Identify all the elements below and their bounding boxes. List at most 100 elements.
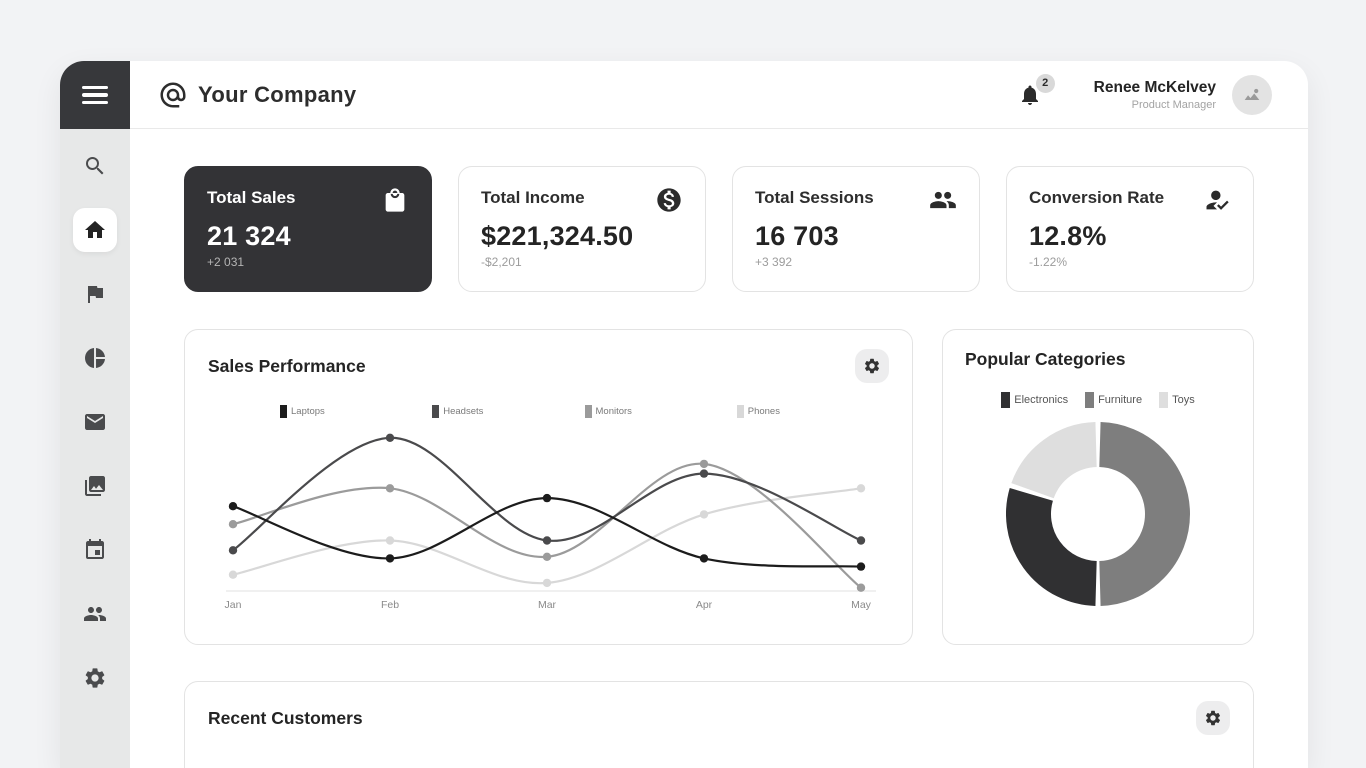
company-name: Your Company	[198, 81, 357, 107]
legend-item-phones: Phones	[736, 405, 889, 418]
sidebar-nav	[60, 129, 130, 720]
stat-title: Total Sales	[207, 188, 296, 207]
stat-card-conversion-rate[interactable]: Conversion Rate 12.8% -1.22%	[1006, 166, 1254, 292]
popular-categories-title: Popular Categories	[965, 349, 1126, 369]
legend-swatch	[736, 405, 744, 418]
line-chart-legend: Laptops Headsets Monitors Phones	[208, 405, 889, 418]
gear-icon	[864, 358, 880, 374]
legend-item-monitors: Monitors	[584, 405, 737, 418]
sales-performance-panel: Sales Performance Laptops Headsets Monitor…	[184, 329, 913, 645]
legend-item-laptops: Laptops	[280, 405, 432, 418]
legend-label: Toys	[1172, 394, 1195, 406]
people-icon	[930, 191, 956, 209]
user-meta: Renee McKelvey Product Manager	[1094, 79, 1216, 111]
avatar[interactable]	[1232, 74, 1272, 115]
recent-customers-title: Recent Customers	[208, 707, 363, 728]
stat-delta: +3 392	[755, 255, 793, 269]
legend-label: Phones	[747, 406, 780, 417]
legend-label: Furniture	[1098, 394, 1143, 406]
person-check-icon	[1206, 190, 1229, 210]
stat-card-total-sales[interactable]: Total Sales 21 324 +2 031	[184, 166, 432, 292]
stat-title: Total Sessions	[755, 188, 874, 207]
sidebar-item-customers[interactable]	[73, 592, 117, 636]
stat-value: $221,324.50	[481, 221, 634, 251]
sidebar-item-flags[interactable]	[73, 272, 117, 316]
legend-item-toys: Toys	[1159, 392, 1195, 408]
x-axis-label: Apr	[696, 599, 713, 611]
sales-performance-title: Sales Performance	[208, 355, 366, 376]
recent-customers-panel: Recent Customers	[184, 681, 1254, 768]
x-axis-label: Jan	[225, 599, 242, 611]
bell-icon	[1021, 85, 1038, 105]
stat-value: 12.8%	[1029, 221, 1107, 251]
x-axis-label: May	[851, 599, 872, 611]
legend-label: Laptops	[291, 406, 325, 417]
top-header: Your Company 2 Renee McKelvey Product Ma…	[130, 61, 1308, 129]
legend-label: Monitors	[595, 406, 632, 417]
gear-icon	[85, 668, 105, 688]
sidebar-item-home[interactable]	[73, 208, 117, 252]
menu-button[interactable]	[60, 61, 130, 129]
legend-swatch	[1159, 392, 1169, 408]
sidebar-item-calendar[interactable]	[73, 528, 117, 572]
stat-delta: -1.22%	[1029, 255, 1068, 269]
shopping-bag-icon	[385, 188, 405, 212]
calendar-icon	[86, 539, 104, 559]
stat-delta: -$2,201	[481, 255, 522, 269]
stat-card-total-sessions[interactable]: Total Sessions 16 703 +3 392	[732, 166, 980, 292]
sales-line-chart: Jan Feb Mar Apr May	[225, 433, 876, 611]
photo-library-icon	[85, 476, 105, 496]
legend-label: Electronics	[1014, 394, 1069, 406]
people-icon	[84, 607, 106, 621]
donut-slice-toys	[1011, 422, 1098, 500]
legend-swatch	[1085, 392, 1095, 408]
sidebar-item-analytics[interactable]	[73, 336, 117, 380]
at-icon	[160, 82, 186, 107]
stat-title: Total Income	[481, 188, 585, 207]
legend-swatch	[1001, 392, 1011, 408]
categories-donut-chart	[1006, 422, 1190, 606]
search-icon	[86, 157, 104, 175]
user-role: Product Manager	[1131, 98, 1216, 111]
flag-icon	[88, 286, 103, 303]
stat-title: Conversion Rate	[1029, 188, 1165, 207]
pie-chart-icon	[85, 348, 105, 368]
stats-row: Total Sales 21 324 +2 031 Total Income $…	[184, 166, 1254, 292]
notifications-button[interactable]: 2	[1018, 73, 1055, 107]
image-icon	[1244, 88, 1260, 100]
legend-swatch	[432, 405, 440, 418]
stat-value: 16 703	[755, 221, 839, 251]
donut-chart-legend: Electronics Furniture Toys	[965, 392, 1231, 408]
stat-delta: +2 031	[207, 255, 245, 269]
main: Total Sales 21 324 +2 031 Total Income $…	[130, 129, 1308, 768]
content-area: Your Company 2 Renee McKelvey Product Ma…	[130, 61, 1308, 768]
sidebar	[60, 61, 130, 768]
stat-card-total-income[interactable]: Total Income $221,324.50 -$2,201	[458, 166, 706, 292]
menu-icon	[82, 86, 108, 90]
home-icon	[85, 221, 105, 238]
x-axis-label: Feb	[381, 599, 399, 611]
legend-swatch	[280, 405, 287, 418]
notifications-badge: 2	[1035, 73, 1055, 93]
gear-icon	[1205, 710, 1221, 726]
app-window: Your Company 2 Renee McKelvey Product Ma…	[60, 61, 1308, 768]
legend-item-furniture: Furniture	[1085, 392, 1142, 408]
sidebar-item-search[interactable]	[73, 144, 117, 188]
dollar-circle-icon	[657, 188, 681, 212]
sales-settings-button[interactable]	[855, 349, 889, 383]
charts-row: Sales Performance Laptops Headsets Monitor…	[184, 329, 1254, 645]
x-axis-label: Mar	[538, 599, 557, 611]
sidebar-item-mail[interactable]	[73, 400, 117, 444]
user-name: Renee McKelvey	[1093, 78, 1216, 96]
sidebar-item-gallery[interactable]	[73, 464, 117, 508]
mail-icon	[85, 414, 105, 430]
brand: Your Company	[158, 80, 356, 110]
legend-item-electronics: Electronics	[1001, 392, 1068, 408]
recent-customers-settings-button[interactable]	[1196, 701, 1230, 735]
donut-slice-electronics	[1006, 488, 1098, 606]
donut-slice-furniture	[1098, 422, 1190, 606]
sidebar-item-settings[interactable]	[73, 656, 117, 700]
legend-label: Headsets	[443, 406, 484, 417]
header-right: 2 Renee McKelvey Product Manager	[1018, 73, 1272, 115]
